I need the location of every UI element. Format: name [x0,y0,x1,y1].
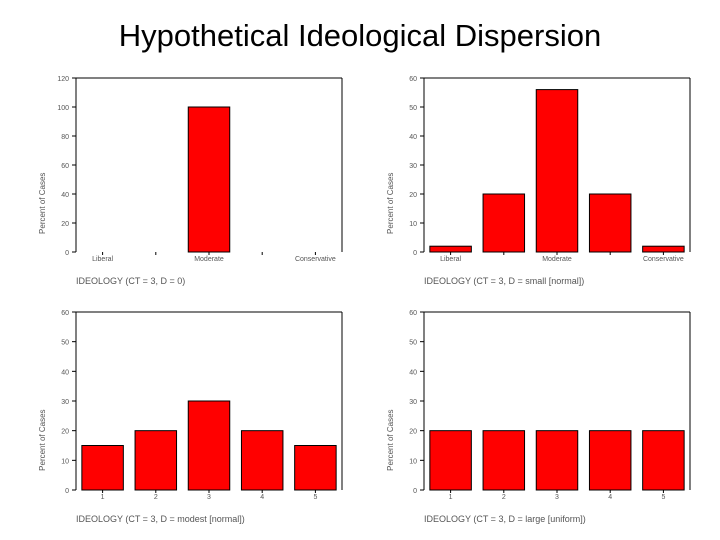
chart1-x-tick-label: Conservative [643,256,684,263]
chart0-bar [188,107,229,252]
chart2-y-tick-label: 20 [61,429,69,436]
chart3-bar [483,431,524,490]
chart3-bar [430,431,471,490]
slide-title: Hypothetical Ideological Dispersion [0,18,720,54]
chart1-y-tick-label: 50 [409,105,417,112]
chart0-y-tick-label: 100 [57,105,69,112]
chart2-y-tick-label: 60 [61,310,69,317]
chart3-x-tick-label: 1 [449,494,453,501]
chart0-x-tick-label: Moderate [194,256,224,263]
chart0-y-tick-label: 40 [61,192,69,199]
chart0-x-axis-title: IDEOLOGY (CT = 3, D = 0) [76,276,185,286]
chart3-bar [536,431,577,490]
chart-bottom-left: 0 10 20 30 40 50 60 1 2 3 4 5 Percent of Cases IDEOLO… [36,304,346,530]
chart1-y-axis-title: Percent of Cases [386,173,395,234]
chart3-y-axis-title: Percent of Cases [386,409,395,470]
chart3-x-tick-label: 2 [502,494,506,501]
chart0-y-tick-label: 20 [61,221,69,228]
chart3-bar [589,431,630,490]
chart3-x-axis-title: IDEOLOGY (CT = 3, D = large [uniform]) [424,514,586,524]
chart0-x-tick-label: Liberal [92,256,113,263]
chart2-x-tick-label: 4 [260,494,264,501]
chart1-y-tick-label: 40 [409,134,417,141]
chart2-x-axis-title: IDEOLOGY (CT = 3, D = modest [normal]) [76,514,245,524]
chart2-bar [188,401,229,490]
chart2-x-tick-label: 2 [154,494,158,501]
chart3-y-tick-label: 0 [413,488,417,495]
chart1-x-tick-label: Moderate [542,256,572,263]
chart0-y-axis-title: Percent of Cases [38,173,47,234]
chart3-x-tick-label: 5 [661,494,665,501]
chart3-y-tick-label: 30 [409,399,417,406]
chart2-bar [82,446,123,491]
chart1-y-tick-label: 20 [409,192,417,199]
chart2-x-tick-label: 1 [101,494,105,501]
chart3-y-tick-label: 40 [409,369,417,376]
chart0-y-tick-label: 120 [57,76,69,83]
chart2-y-tick-label: 10 [61,458,69,465]
chart2-y-tick-label: 0 [65,488,69,495]
chart2-bar [295,446,336,491]
chart2-x-tick-label: 5 [313,494,317,501]
chart-bottom-right: 0 10 20 30 40 50 60 1 2 3 4 5 Percent of Cases IDEOLO… [384,304,694,530]
chart3-y-tick-label: 20 [409,429,417,436]
chart1-bar [483,194,524,252]
chart3-y-tick-label: 60 [409,310,417,317]
chart1-y-tick-label: 30 [409,163,417,170]
chart1-y-tick-label: 10 [409,221,417,228]
chart3-x-tick-label: 4 [608,494,612,501]
chart0-y-tick-label: 60 [61,163,69,170]
chart3-bar [643,431,684,490]
chart1-y-tick-label: 60 [409,76,417,83]
chart1-x-tick-label: Liberal [440,256,461,263]
chart0-y-tick-label: 0 [65,250,69,257]
chart3-y-tick-label: 50 [409,340,417,347]
chart2-y-tick-label: 50 [61,340,69,347]
chart2-y-tick-label: 30 [61,399,69,406]
chart1-x-axis-title: IDEOLOGY (CT = 3, D = small [normal]) [424,276,584,286]
chart1-bar [589,194,630,252]
chart2-bar [241,431,282,490]
chart2-bar [135,431,176,490]
chart1-bar [643,246,684,252]
chart2-y-axis-title: Percent of Cases [38,409,47,470]
chart1-bar [430,246,471,252]
chart0-x-tick-label: Conservative [295,256,336,263]
chart2-x-tick-label: 3 [207,494,211,501]
chart3-y-tick-label: 10 [409,458,417,465]
chart1-y-tick-label: 0 [413,250,417,257]
chart-top-right: 0 10 20 30 40 50 60 Liberal Moderate Conservative… [384,70,694,292]
chart1-bar [536,90,577,252]
chart3-x-tick-label: 3 [555,494,559,501]
chart-top-left: 0 20 40 60 80 100 120 Liberal Moderate Conservati… [36,70,346,292]
chart0-y-tick-label: 80 [61,134,69,141]
chart2-y-tick-label: 40 [61,369,69,376]
